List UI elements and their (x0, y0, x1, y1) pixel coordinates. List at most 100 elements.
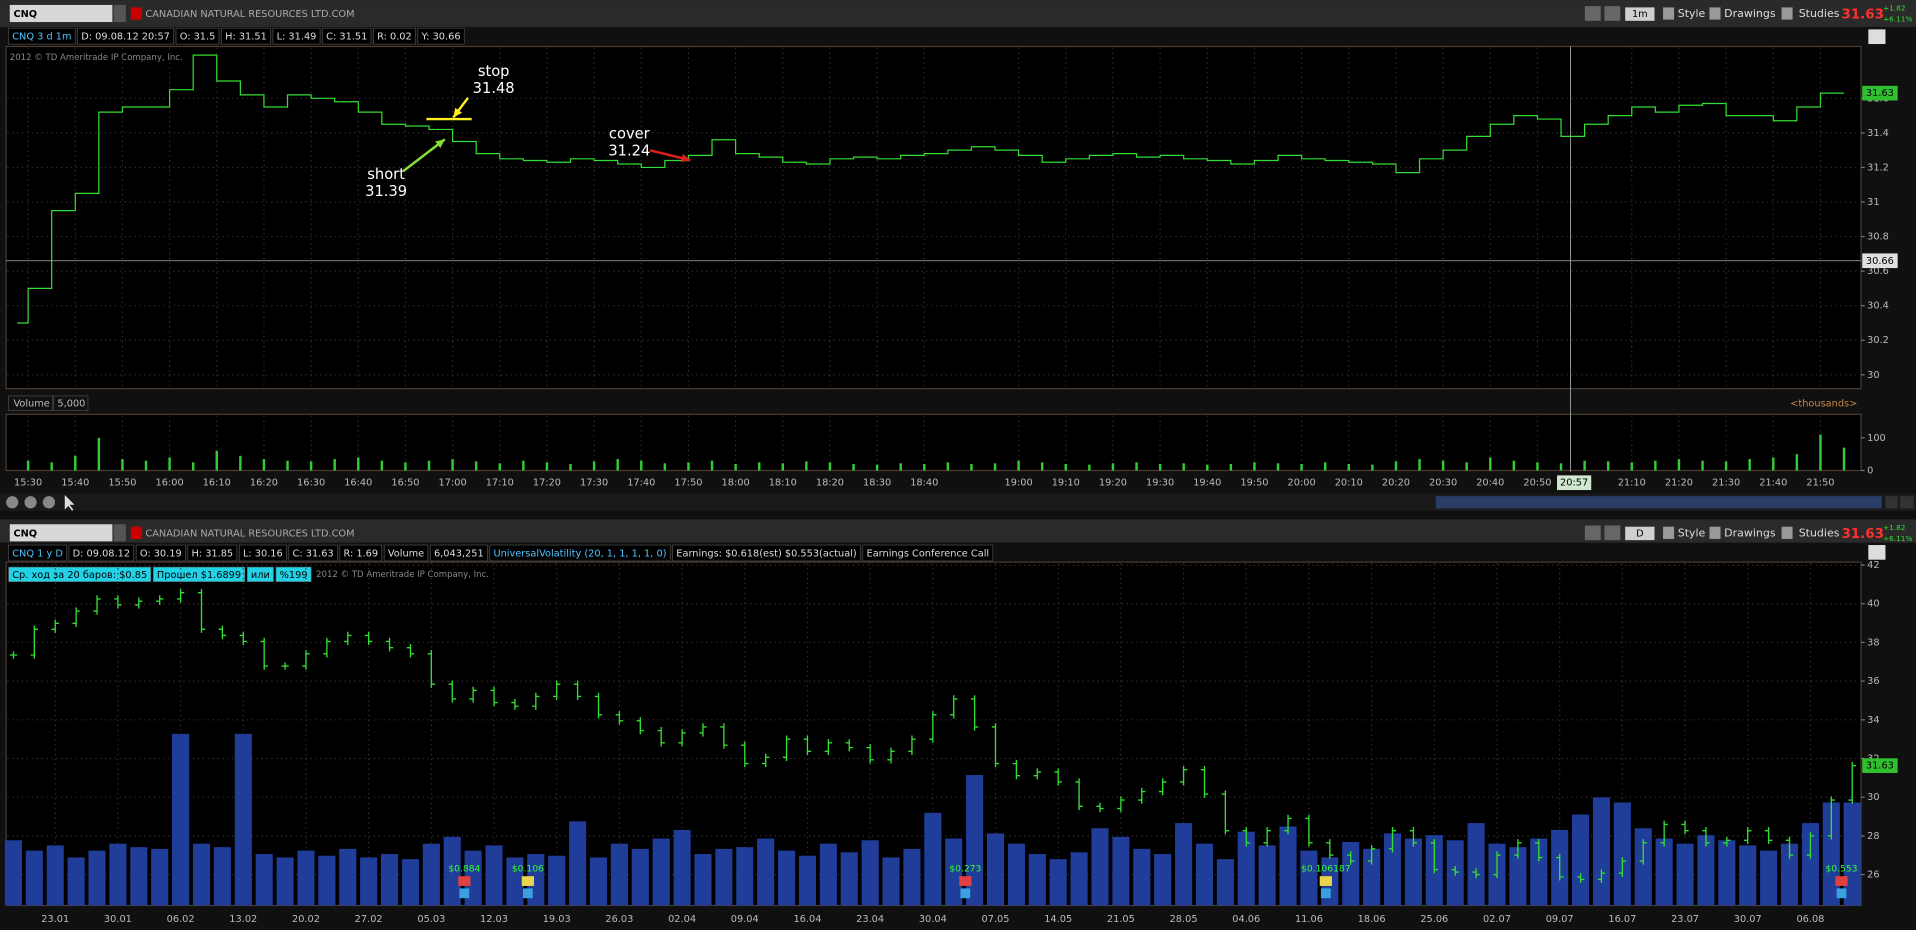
event-icon[interactable] (522, 888, 533, 899)
x-tick-label: 19:10 (1052, 478, 1080, 489)
tool-icon[interactable] (1584, 6, 1601, 21)
volume-bar (1133, 848, 1151, 906)
event-icon[interactable] (459, 888, 470, 899)
y-tick-label: 30.8 (1867, 232, 1889, 243)
x-tick-label: 16:50 (391, 478, 419, 489)
drawings-icon[interactable] (1709, 7, 1721, 20)
volume-bar (474, 461, 478, 471)
tool-icon[interactable] (1604, 525, 1621, 541)
last-price-axis: 31.63 (1866, 88, 1894, 99)
volume-bar (828, 462, 832, 471)
event-icon[interactable] (1835, 876, 1848, 886)
x-tick-label: 02.04 (668, 914, 696, 925)
style-button[interactable]: Style (1678, 526, 1706, 539)
price-bar (1159, 778, 1167, 796)
scroll-right[interactable] (1885, 496, 1898, 509)
price-bar (1848, 761, 1856, 804)
info-cell (175, 27, 220, 45)
event-icon[interactable] (458, 876, 471, 886)
interval-button[interactable] (1625, 7, 1655, 21)
interval-button[interactable] (1625, 526, 1655, 541)
volume-bar (168, 457, 171, 471)
volume-bar (427, 460, 431, 471)
volume-bar (1206, 464, 1209, 471)
y-tick-label: 34 (1867, 715, 1879, 726)
event-icon[interactable] (960, 888, 971, 899)
link-marker[interactable] (130, 7, 142, 20)
y-tick-label: 30 (1867, 370, 1879, 381)
event-icon[interactable] (1320, 888, 1331, 899)
price-bar (1744, 826, 1752, 844)
style-button[interactable]: Style (1678, 7, 1706, 20)
volume-bar (1182, 463, 1185, 471)
event-icon[interactable] (1836, 888, 1847, 899)
price-bar (824, 739, 833, 755)
y-tick-label: 31.2 (1867, 162, 1889, 173)
price-bar (594, 692, 603, 719)
x-tick-label: 18:20 (816, 478, 844, 489)
interval: D (1636, 528, 1644, 539)
tool-icon[interactable] (1584, 525, 1601, 541)
studies-button[interactable]: Studies (1799, 7, 1840, 20)
x-tick-label: 17:10 (486, 478, 514, 489)
symbol-dropdown[interactable] (113, 4, 126, 23)
volume-bar (215, 450, 218, 471)
axis-icon[interactable] (1868, 29, 1886, 45)
drawings-icon[interactable] (1709, 526, 1721, 539)
volume-bar (569, 463, 572, 471)
style-icon[interactable] (1663, 7, 1675, 20)
event-icon[interactable] (1319, 876, 1332, 886)
last-price-axis: 31.63 (1866, 761, 1894, 772)
price-bar (720, 723, 728, 749)
symbol-dropdown[interactable] (113, 524, 126, 542)
expand[interactable] (1900, 496, 1914, 509)
link-marker[interactable] (130, 526, 142, 539)
volume-bar (1634, 828, 1652, 906)
studies-icon[interactable] (1781, 7, 1793, 20)
style-icon[interactable] (1663, 526, 1675, 539)
last-price-box (1862, 758, 1898, 773)
studies-button[interactable]: Studies (1799, 526, 1840, 539)
price-bar (406, 643, 415, 658)
info-cell (135, 544, 186, 562)
volume-bar (1154, 854, 1172, 906)
info-cell (489, 544, 671, 562)
drawings-button[interactable]: Drawings (1724, 7, 1776, 20)
info-field: Y: 30.66 (421, 32, 461, 43)
zoom-icon[interactable] (24, 496, 37, 509)
volume-label-box (8, 395, 53, 411)
event-icon[interactable] (959, 876, 972, 886)
zoom-out-icon[interactable] (42, 496, 55, 509)
symbol-box[interactable] (9, 524, 113, 542)
x-tick-label: 19:00 (1005, 478, 1033, 489)
volume-bar (213, 847, 231, 906)
volume-bar (297, 850, 315, 906)
volume-bar (309, 461, 313, 471)
y-tick-label: 42 (1867, 560, 1879, 571)
price-line (17, 54, 1845, 324)
price-bar (1326, 839, 1334, 859)
price-bar (636, 717, 644, 735)
x-tick-label: 19:30 (1146, 478, 1174, 489)
volume-bar (694, 854, 712, 906)
cursor-icon[interactable] (64, 494, 75, 511)
price-bar (1514, 839, 1522, 859)
volume-bar (640, 460, 643, 471)
info-field: CNQ 3 d 1m (12, 32, 71, 43)
pan-icon[interactable] (6, 496, 19, 509)
x-tick-label: 20:10 (1335, 478, 1363, 489)
event-icon[interactable] (521, 876, 534, 886)
price-bar (1702, 826, 1710, 847)
scroll-thumb[interactable] (1435, 496, 1882, 509)
price-bar (762, 753, 770, 768)
axis-icon[interactable] (1868, 545, 1886, 560)
studies-icon[interactable] (1781, 526, 1793, 539)
symbol-box[interactable] (9, 4, 113, 23)
volume-bar (1394, 461, 1398, 471)
symbol: CNQ (13, 9, 37, 20)
x-tick-label: 06.08 (1796, 914, 1824, 925)
company-name: CANADIAN NATURAL RESOURCES LTD.COM (145, 9, 354, 20)
info-field: Earnings Conference Call (867, 549, 990, 560)
tool-icon[interactable] (1604, 6, 1621, 21)
drawings-button[interactable]: Drawings (1724, 526, 1776, 539)
